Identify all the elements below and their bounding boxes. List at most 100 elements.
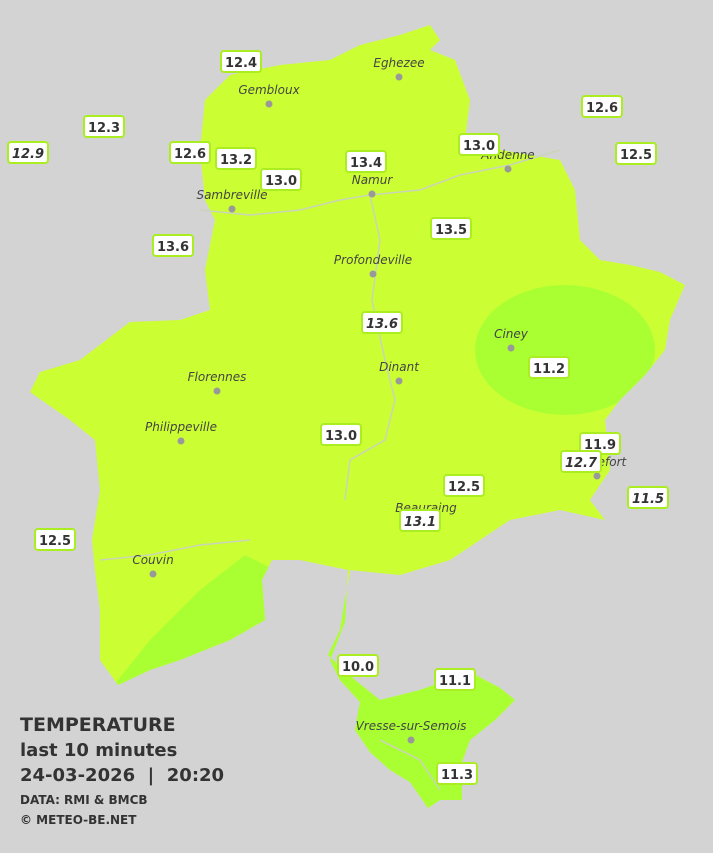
- town-dot: [228, 205, 236, 213]
- station-box: [458, 133, 500, 156]
- station-box: [337, 654, 379, 677]
- station: 10.0: [337, 654, 379, 677]
- town-label: Eghezee: [373, 56, 424, 70]
- town-dot: [507, 344, 515, 352]
- station: 13.0: [320, 423, 362, 446]
- town-label: Sambreville: [196, 188, 267, 202]
- station-temp: 13.6: [366, 317, 398, 332]
- station: 12.4: [220, 50, 262, 73]
- station-temp: 10.0: [342, 660, 374, 675]
- station-temp: 12.6: [586, 101, 618, 116]
- legend-source: DATA: RMI & BMCB: [20, 793, 148, 807]
- town-dot: [265, 100, 273, 108]
- legend: TEMPERATURE last 10 minutes 24-03-2026 |…: [20, 714, 224, 827]
- station-box: [7, 141, 49, 164]
- town-label: Gembloux: [238, 83, 300, 97]
- station-temp: 11.5: [632, 492, 664, 507]
- station-temp: 11.9: [584, 438, 616, 453]
- town-label: Florennes: [188, 370, 247, 384]
- station-temp: 12.5: [620, 148, 652, 163]
- legend-datetime: 24-03-2026 | 20:20: [20, 765, 224, 786]
- town-dot: [213, 387, 221, 395]
- station-temp: 13.0: [325, 429, 357, 444]
- station-temp: 12.5: [39, 534, 71, 549]
- station-box: [430, 217, 472, 240]
- station-box: [345, 150, 387, 173]
- station: 13.6: [361, 311, 403, 334]
- station-temp: 13.0: [463, 139, 495, 154]
- station-box: [260, 168, 302, 191]
- station: 11.3: [436, 762, 478, 785]
- station-box: [152, 234, 194, 257]
- station: 13.2: [215, 147, 257, 170]
- station-temp: 12.6: [174, 147, 206, 162]
- station: 13.0: [458, 133, 500, 156]
- station-temp: 13.4: [350, 156, 382, 171]
- station-temp: 13.5: [435, 223, 467, 238]
- station: 12.5: [615, 142, 657, 165]
- station-box: [560, 450, 602, 473]
- station: 12.5: [34, 528, 76, 551]
- station-temp: 12.5: [448, 480, 480, 495]
- station: 12.3: [83, 115, 125, 138]
- station: 13.4: [345, 150, 387, 173]
- station: 13.1: [399, 509, 441, 532]
- town-dot: [407, 736, 415, 744]
- station: 12.9: [7, 141, 49, 164]
- station-box: [443, 474, 485, 497]
- station-box: [615, 142, 657, 165]
- station-temp: 12.4: [225, 56, 257, 71]
- zone: [475, 285, 655, 415]
- station-temp: 13.0: [265, 174, 297, 189]
- town-dot: [177, 437, 185, 445]
- station-temp: 11.3: [441, 768, 473, 783]
- station-box: [34, 528, 76, 551]
- station: 12.6: [581, 95, 623, 118]
- station: 11.1: [434, 668, 476, 691]
- station-box: [528, 356, 570, 379]
- station: 12.6: [169, 141, 211, 164]
- legend-subtitle: last 10 minutes: [20, 740, 177, 761]
- station-temp: 12.7: [565, 456, 598, 471]
- town-dot: [149, 570, 157, 578]
- town-label: Vresse-sur-Semois: [356, 719, 467, 733]
- station-box: [220, 50, 262, 73]
- town-label: Namur: [352, 173, 394, 187]
- town-label: Couvin: [132, 553, 173, 567]
- town-dot: [395, 73, 403, 81]
- town-dot: [369, 270, 377, 278]
- station: 13.0: [260, 168, 302, 191]
- town-dot: [368, 190, 376, 198]
- station-temp: 13.2: [220, 153, 252, 168]
- station-temp: 11.1: [439, 674, 471, 689]
- station-box: [581, 95, 623, 118]
- station-temp: 12.9: [12, 147, 44, 162]
- station: 11.9: [579, 432, 621, 455]
- station-box: [320, 423, 362, 446]
- zone: [320, 560, 520, 808]
- station-box: [215, 147, 257, 170]
- town-label: Philippeville: [145, 420, 217, 434]
- town-dot: [504, 165, 512, 173]
- town-dot: [593, 472, 601, 480]
- station-box: [83, 115, 125, 138]
- station-box: [434, 668, 476, 691]
- station-temp: 13.6: [157, 240, 189, 255]
- town-dot: [395, 377, 403, 385]
- town-label: Dinant: [379, 360, 420, 374]
- station: 11.5: [627, 486, 669, 509]
- station: 11.2: [528, 356, 570, 379]
- station: 12.5: [443, 474, 485, 497]
- station: 12.7: [560, 450, 602, 473]
- station-box: [361, 311, 403, 334]
- station: 13.5: [430, 217, 472, 240]
- town-label: Ciney: [494, 327, 529, 341]
- legend-copyright: © METEO-BE.NET: [20, 813, 137, 827]
- station-temp: 13.1: [404, 515, 436, 530]
- zone: [110, 555, 275, 690]
- station-box: [169, 141, 211, 164]
- legend-title: TEMPERATURE: [20, 714, 176, 736]
- station-box: [399, 509, 441, 532]
- station-temp: 12.3: [88, 121, 120, 136]
